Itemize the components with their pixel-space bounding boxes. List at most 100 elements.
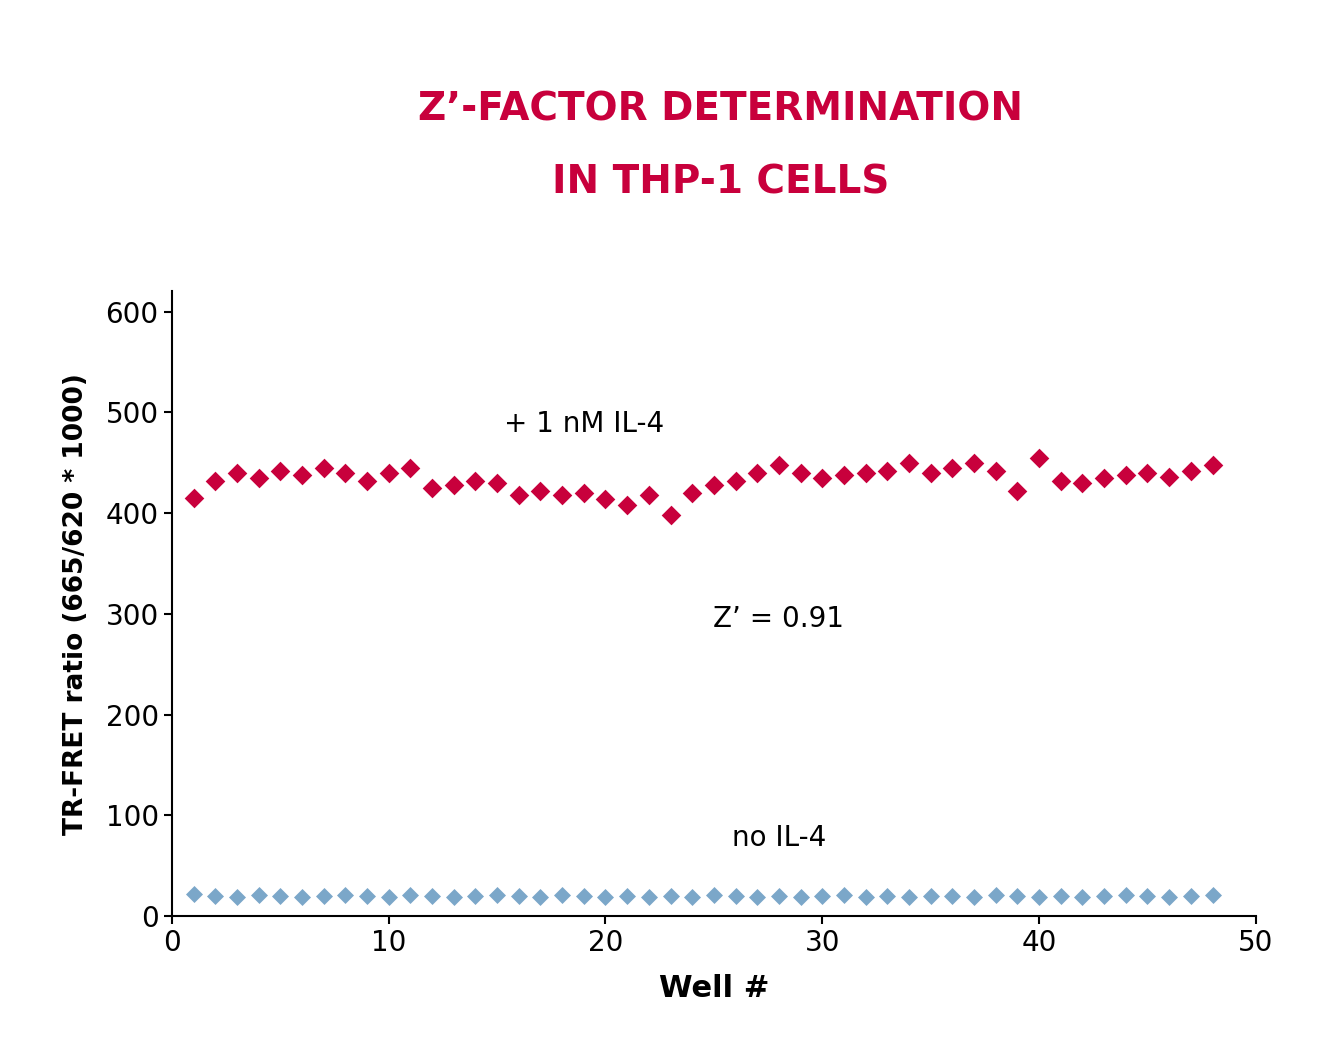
Point xyxy=(443,889,464,906)
Point xyxy=(508,486,529,503)
Point xyxy=(1072,889,1093,906)
Point xyxy=(595,490,616,507)
Point xyxy=(1007,483,1029,500)
Point xyxy=(530,889,551,906)
Point xyxy=(833,466,854,483)
Point xyxy=(1181,888,1202,905)
Point xyxy=(660,507,681,524)
Point xyxy=(616,497,637,513)
Point xyxy=(334,887,356,904)
Point xyxy=(551,887,572,904)
Point xyxy=(791,464,812,481)
Point xyxy=(1007,888,1029,905)
Point xyxy=(703,887,724,904)
Point xyxy=(616,888,637,905)
Point xyxy=(920,464,941,481)
Point xyxy=(899,889,920,906)
Point xyxy=(791,889,812,906)
Point xyxy=(595,889,616,906)
Point xyxy=(574,485,595,502)
Point xyxy=(357,888,378,905)
Point xyxy=(941,888,962,905)
Point xyxy=(182,886,204,903)
Point xyxy=(724,473,746,489)
Point xyxy=(1181,462,1202,479)
Point xyxy=(1202,887,1223,904)
Point xyxy=(768,456,789,473)
Point xyxy=(465,888,486,905)
Point xyxy=(964,889,985,906)
Point xyxy=(660,888,681,905)
Point xyxy=(313,888,334,905)
Point xyxy=(205,473,226,489)
Point xyxy=(724,888,746,905)
Point xyxy=(812,888,833,905)
Point xyxy=(182,489,204,506)
Point xyxy=(270,888,291,905)
Point xyxy=(833,887,854,904)
Point xyxy=(985,462,1006,479)
Point xyxy=(1072,475,1093,491)
Point xyxy=(1137,888,1158,905)
Point xyxy=(334,464,356,481)
Point xyxy=(465,473,486,489)
Point xyxy=(443,477,464,493)
Point xyxy=(920,888,941,905)
Point xyxy=(378,464,399,481)
Point xyxy=(422,888,443,905)
Point xyxy=(486,887,508,904)
Point xyxy=(574,888,595,905)
Point xyxy=(399,459,420,476)
Point xyxy=(964,455,985,472)
Point xyxy=(313,459,334,476)
Point xyxy=(422,480,443,497)
Point xyxy=(1116,466,1137,483)
Point xyxy=(1050,888,1071,905)
Point xyxy=(876,462,898,479)
Text: no IL-4: no IL-4 xyxy=(732,823,826,852)
Point xyxy=(747,464,768,481)
Point xyxy=(703,477,724,493)
Point xyxy=(249,887,270,904)
Text: + 1 nM IL-4: + 1 nM IL-4 xyxy=(504,410,664,438)
X-axis label: Well #: Well # xyxy=(658,974,769,1002)
Point xyxy=(249,469,270,486)
Text: Z’ = 0.91: Z’ = 0.91 xyxy=(714,605,845,633)
Point xyxy=(270,462,291,479)
Point xyxy=(855,464,876,481)
Point xyxy=(205,888,226,905)
Point xyxy=(508,888,529,905)
Point xyxy=(291,889,312,906)
Point xyxy=(985,887,1006,904)
Point xyxy=(899,455,920,472)
Point xyxy=(399,887,420,904)
Point xyxy=(682,889,703,906)
Point xyxy=(1029,450,1050,466)
Point xyxy=(747,889,768,906)
Point xyxy=(1137,464,1158,481)
Point xyxy=(1093,469,1114,486)
Point xyxy=(1158,468,1179,485)
Point xyxy=(941,459,962,476)
Point xyxy=(855,889,876,906)
Point xyxy=(876,888,898,905)
Text: IN THP-1 CELLS: IN THP-1 CELLS xyxy=(551,163,890,201)
Point xyxy=(1029,889,1050,906)
Point xyxy=(768,888,789,905)
Point xyxy=(1050,473,1071,489)
Y-axis label: TR-FRET ratio (665/620 * 1000): TR-FRET ratio (665/620 * 1000) xyxy=(62,373,89,835)
Point xyxy=(551,486,572,503)
Point xyxy=(682,485,703,502)
Point xyxy=(1093,888,1114,905)
Point xyxy=(1202,456,1223,473)
Point xyxy=(812,469,833,486)
Point xyxy=(530,483,551,500)
Point xyxy=(486,475,508,491)
Point xyxy=(291,466,312,483)
Point xyxy=(226,464,247,481)
Point xyxy=(378,889,399,906)
Text: Z’-FACTOR DETERMINATION: Z’-FACTOR DETERMINATION xyxy=(418,91,1023,128)
Point xyxy=(1116,887,1137,904)
Point xyxy=(639,486,660,503)
Point xyxy=(639,889,660,906)
